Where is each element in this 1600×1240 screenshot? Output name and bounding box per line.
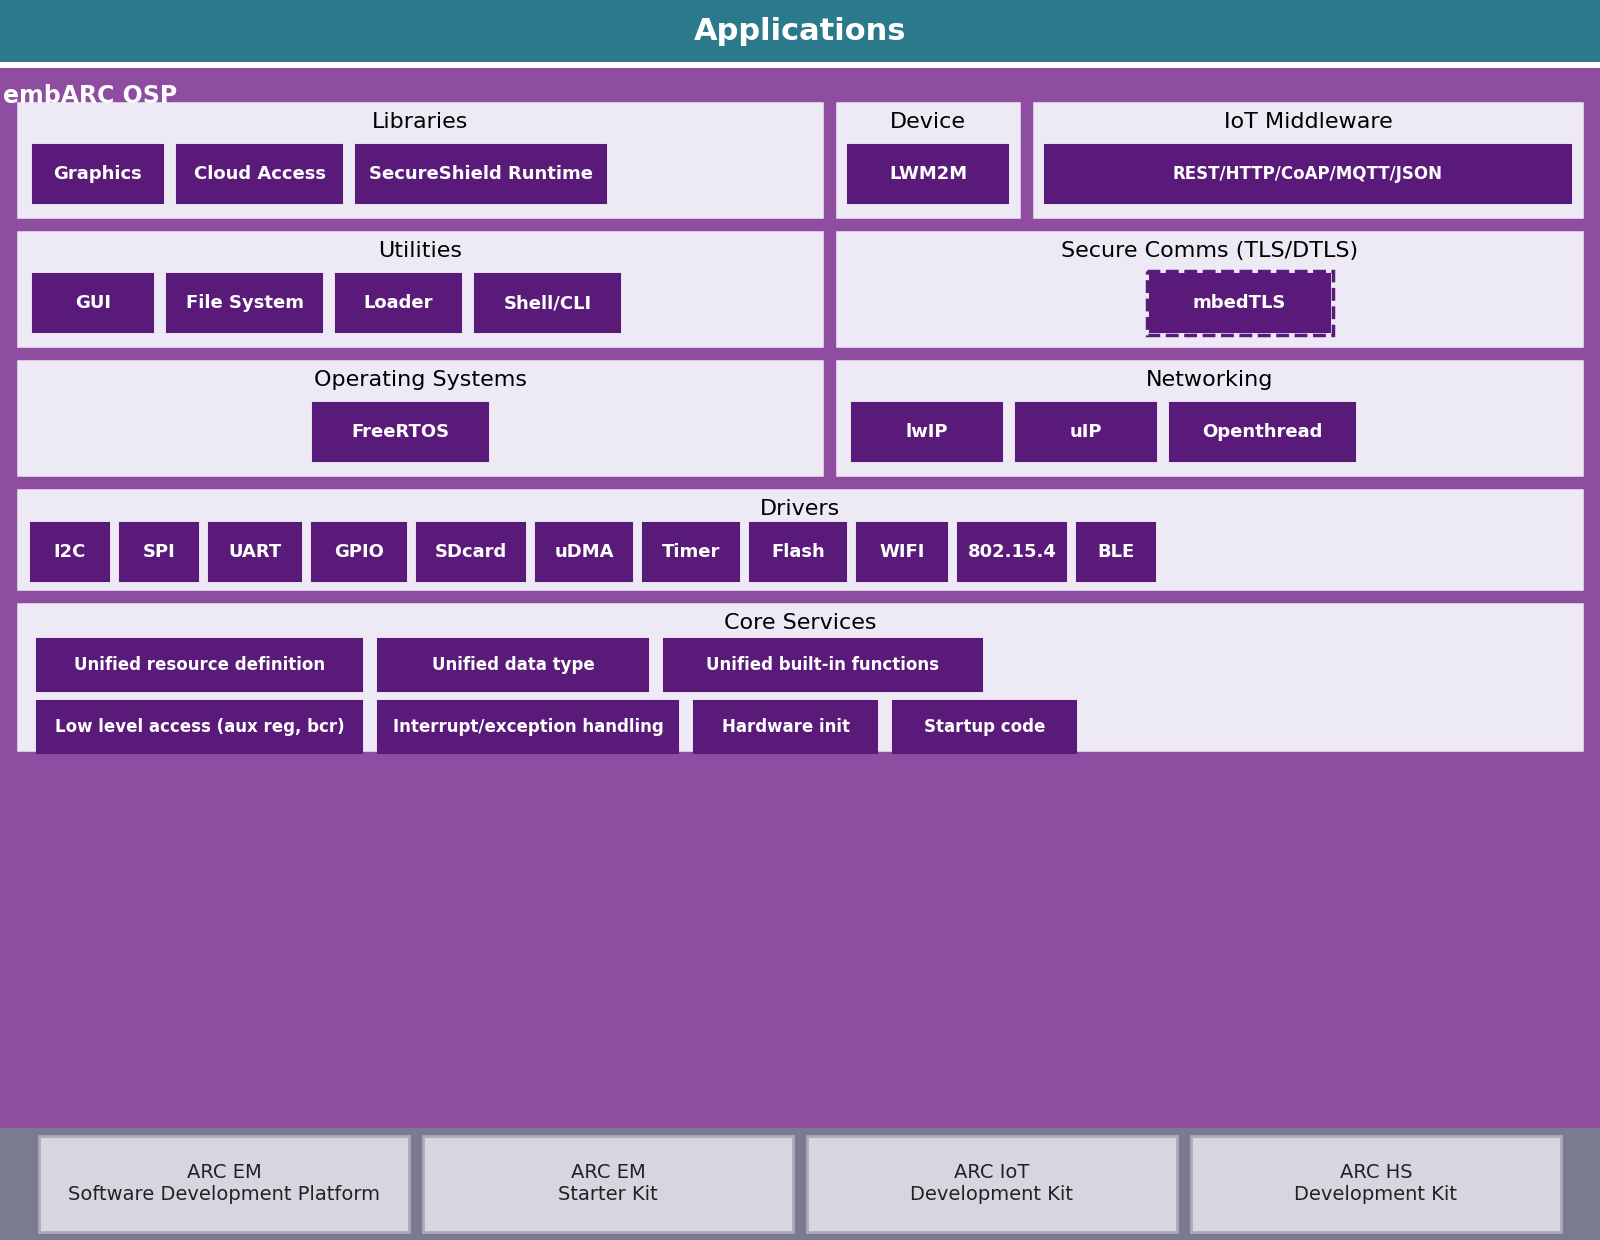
Text: Loader: Loader bbox=[363, 294, 434, 312]
Text: 802.15.4: 802.15.4 bbox=[968, 543, 1056, 560]
Text: GUI: GUI bbox=[75, 294, 110, 312]
Text: REST/HTTP/CoAP/MQTT/JSON: REST/HTTP/CoAP/MQTT/JSON bbox=[1173, 165, 1443, 184]
Bar bbox=[336, 274, 461, 332]
Text: uDMA: uDMA bbox=[554, 543, 614, 560]
Text: IoT Middleware: IoT Middleware bbox=[1224, 112, 1392, 131]
Bar bbox=[14, 601, 1586, 753]
Bar bbox=[694, 701, 877, 753]
Bar bbox=[834, 358, 1586, 477]
Text: UART: UART bbox=[229, 543, 282, 560]
Text: SPI: SPI bbox=[142, 543, 176, 560]
Text: Hardware init: Hardware init bbox=[722, 718, 850, 737]
Text: Device: Device bbox=[890, 112, 966, 131]
Bar bbox=[378, 701, 678, 753]
Bar bbox=[664, 639, 982, 691]
Bar bbox=[806, 1136, 1178, 1233]
Bar bbox=[210, 523, 301, 582]
Bar bbox=[1016, 403, 1155, 461]
Bar bbox=[858, 523, 947, 582]
Text: Operating Systems: Operating Systems bbox=[314, 370, 526, 391]
Text: ARC HS
Development Kit: ARC HS Development Kit bbox=[1294, 1163, 1458, 1204]
Bar bbox=[750, 523, 846, 582]
Text: Graphics: Graphics bbox=[54, 165, 142, 184]
Text: ARC EM
Starter Kit: ARC EM Starter Kit bbox=[558, 1163, 658, 1204]
Text: Low level access (aux reg, bcr): Low level access (aux reg, bcr) bbox=[54, 718, 344, 737]
Bar bbox=[120, 523, 198, 582]
Bar bbox=[0, 68, 1600, 1128]
Text: FreeRTOS: FreeRTOS bbox=[350, 423, 450, 441]
Text: Timer: Timer bbox=[662, 543, 720, 560]
Text: ARC IoT
Development Kit: ARC IoT Development Kit bbox=[910, 1163, 1074, 1204]
Bar bbox=[312, 523, 406, 582]
Text: Networking: Networking bbox=[1146, 370, 1274, 391]
Text: ARC EM
Software Development Platform: ARC EM Software Development Platform bbox=[67, 1163, 381, 1204]
Text: Startup code: Startup code bbox=[923, 718, 1045, 737]
Bar bbox=[1190, 1136, 1562, 1233]
Text: Core Services: Core Services bbox=[723, 613, 877, 632]
Bar bbox=[378, 639, 648, 691]
Bar bbox=[37, 639, 362, 691]
Bar bbox=[1170, 403, 1355, 461]
Text: Shell/CLI: Shell/CLI bbox=[504, 294, 592, 312]
Bar bbox=[14, 100, 826, 219]
Bar bbox=[1149, 274, 1330, 332]
Text: BLE: BLE bbox=[1098, 543, 1134, 560]
Bar bbox=[312, 403, 488, 461]
Bar bbox=[536, 523, 632, 582]
Text: embARC OSP: embARC OSP bbox=[3, 84, 178, 108]
Text: WIFI: WIFI bbox=[880, 543, 925, 560]
Text: Openthread: Openthread bbox=[1202, 423, 1323, 441]
Bar bbox=[643, 523, 739, 582]
Bar bbox=[166, 274, 322, 332]
Bar bbox=[34, 145, 163, 203]
Bar bbox=[355, 145, 606, 203]
Bar bbox=[422, 1136, 794, 1233]
Text: Applications: Applications bbox=[694, 16, 906, 46]
Bar bbox=[851, 403, 1002, 461]
Text: Cloud Access: Cloud Access bbox=[194, 165, 325, 184]
Text: Secure Comms (TLS/DTLS): Secure Comms (TLS/DTLS) bbox=[1061, 241, 1358, 260]
Text: uIP: uIP bbox=[1070, 423, 1102, 441]
Text: lwIP: lwIP bbox=[906, 423, 949, 441]
Bar bbox=[30, 523, 109, 582]
Bar bbox=[1147, 272, 1333, 335]
Bar bbox=[0, 0, 1600, 62]
Text: Unified built-in functions: Unified built-in functions bbox=[707, 656, 939, 675]
Text: Unified data type: Unified data type bbox=[432, 656, 594, 675]
Text: Flash: Flash bbox=[771, 543, 826, 560]
Text: Utilities: Utilities bbox=[378, 241, 462, 260]
Bar bbox=[34, 274, 154, 332]
Bar bbox=[0, 62, 1600, 68]
Bar bbox=[178, 145, 342, 203]
Text: Drivers: Drivers bbox=[760, 498, 840, 520]
Text: I2C: I2C bbox=[54, 543, 86, 560]
Text: Interrupt/exception handling: Interrupt/exception handling bbox=[392, 718, 664, 737]
Text: LWM2M: LWM2M bbox=[890, 165, 966, 184]
Bar bbox=[1077, 523, 1155, 582]
Bar bbox=[37, 701, 362, 753]
Text: File System: File System bbox=[186, 294, 304, 312]
Bar bbox=[0, 1128, 1600, 1240]
Bar bbox=[418, 523, 525, 582]
Bar bbox=[834, 229, 1586, 348]
Bar bbox=[1045, 145, 1571, 203]
Text: mbedTLS: mbedTLS bbox=[1194, 294, 1286, 312]
Bar bbox=[14, 358, 826, 477]
Text: GPIO: GPIO bbox=[334, 543, 384, 560]
Bar bbox=[1030, 100, 1586, 219]
Bar bbox=[834, 100, 1022, 219]
Bar bbox=[14, 229, 826, 348]
Bar bbox=[475, 274, 621, 332]
Text: SecureShield Runtime: SecureShield Runtime bbox=[370, 165, 594, 184]
Bar bbox=[14, 487, 1586, 591]
Text: Unified resource definition: Unified resource definition bbox=[74, 656, 325, 675]
Bar bbox=[38, 1136, 410, 1233]
Bar bbox=[848, 145, 1008, 203]
Bar bbox=[958, 523, 1066, 582]
Text: SDcard: SDcard bbox=[435, 543, 507, 560]
Bar bbox=[893, 701, 1075, 753]
Text: Libraries: Libraries bbox=[371, 112, 469, 131]
